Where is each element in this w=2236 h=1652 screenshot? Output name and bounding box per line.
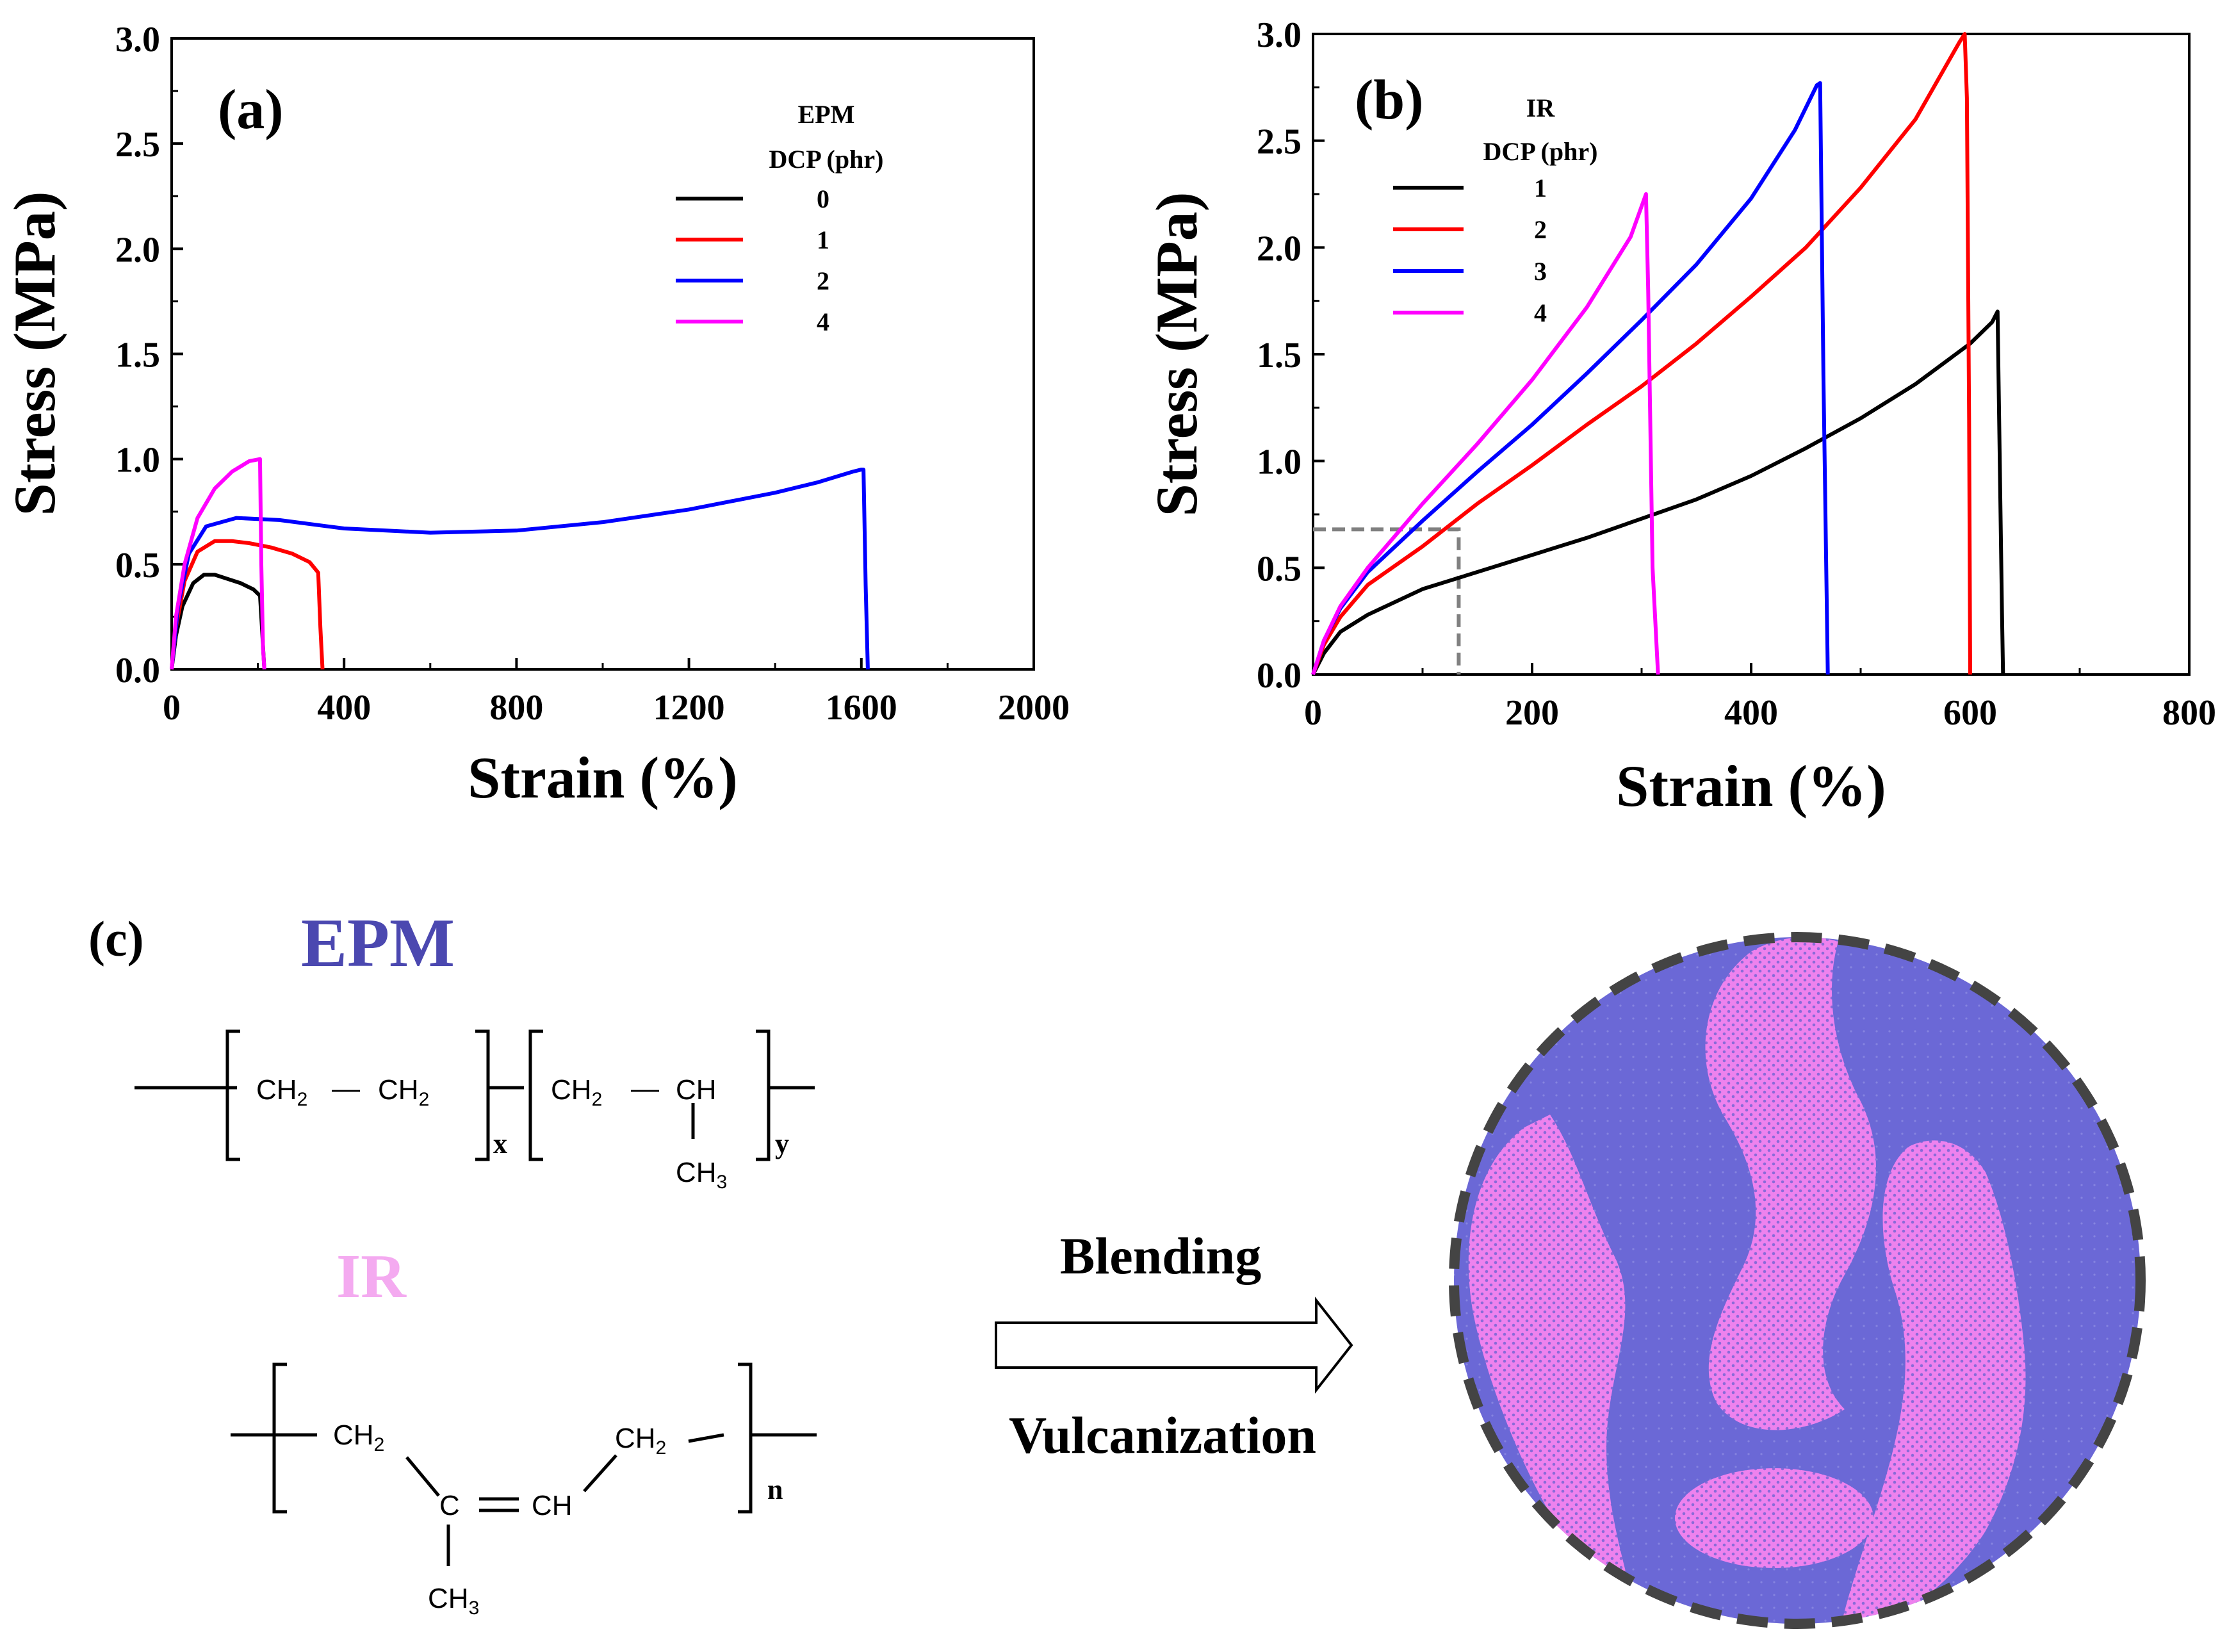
panel-label-b: (b)	[1355, 69, 1424, 131]
y-tick-label: 1.0	[1257, 443, 1302, 482]
scheme-c: (c) EPM IR CH2 — CH2 x CH2 — CH CH3 y	[88, 905, 2146, 1629]
epm-ch2-c: CH2	[551, 1074, 602, 1110]
y-tick-label: 2.5	[1257, 122, 1302, 162]
x-tick-label: 0	[163, 688, 181, 728]
y-tick-label: 0.5	[1257, 549, 1302, 589]
y-tick-label: 0.0	[115, 651, 160, 691]
ir-formula-text: CH2 C CH CH2 CH3 n	[333, 1419, 783, 1619]
legend-label-4: 4	[817, 307, 829, 336]
y-tick-label: 1.5	[115, 336, 160, 375]
x-tick-label: 800	[489, 688, 543, 728]
legend-title-b-2: DCP (phr)	[1483, 137, 1598, 166]
reference-line	[1313, 527, 1461, 675]
x-tick-label: 800	[2162, 693, 2216, 733]
x-tick-label: 1200	[653, 688, 725, 728]
y-tick-label: 0.0	[1257, 656, 1302, 696]
series-line-2	[170, 468, 870, 670]
x-tick-label: 400	[1724, 693, 1778, 733]
series-line-1	[1311, 309, 2005, 676]
x-axis-label-b: Strain (%)	[1616, 753, 1886, 819]
y-tick-label: 0.5	[115, 546, 160, 585]
ir-ch: CH	[532, 1490, 573, 1521]
x-axis-label-a: Strain (%)	[468, 745, 738, 810]
y-axis-label-a: Stress (MPa)	[2, 192, 67, 516]
y-tick-label: 3.0	[115, 20, 160, 60]
ir-structure	[231, 1362, 817, 1566]
y-tick-label: 3.0	[1257, 15, 1302, 55]
epm-ch2-b: CH2	[378, 1074, 429, 1110]
epm-ch2-a: CH2	[256, 1074, 307, 1110]
legend-label-1: 1	[817, 225, 829, 254]
epm-formula-text: CH2 — CH2 x CH2 — CH CH3 y	[256, 1073, 789, 1193]
y-axis-label-b: Stress (MPa)	[1144, 192, 1209, 517]
epm-ch3: CH3	[676, 1157, 727, 1193]
epm-dash-2: —	[631, 1073, 659, 1104]
x-tick-label: 1600	[826, 688, 897, 728]
panel-label-c: (c)	[88, 911, 144, 967]
legend-label-0: 0	[817, 184, 829, 213]
x-tick-label: 600	[1943, 693, 1997, 733]
y-tick-label: 1.5	[1257, 336, 1302, 375]
epm-ch: CH	[676, 1074, 717, 1106]
legend-label-4: 4	[1534, 299, 1547, 327]
chart-a: 0 400 800 1200 1600 2000 0.0 0.5 1.0 1.5 2.0 2.5 3.0…	[2, 20, 1070, 810]
series-line-0	[170, 573, 266, 670]
series-line-4	[1311, 192, 1660, 675]
series-line-3	[1311, 81, 1830, 675]
epm-sub-y: y	[775, 1128, 789, 1159]
blend-morphology-icon	[1449, 932, 2146, 1629]
ir-ch2-right: CH2	[615, 1423, 666, 1459]
vulcanization-label: Vulcanization	[1009, 1406, 1316, 1464]
x-tick-label: 200	[1505, 693, 1559, 733]
epm-structure	[135, 1029, 815, 1161]
ir-ch3: CH3	[428, 1583, 479, 1619]
legend-title-b-1: IR	[1526, 94, 1556, 122]
series-line-2	[1311, 32, 1972, 676]
epm-dash-1: —	[332, 1073, 360, 1104]
y-tick-label: 2.0	[1257, 229, 1302, 268]
ir-sub-n: n	[767, 1474, 783, 1505]
x-tick-label: 400	[317, 688, 371, 728]
epm-sub-x: x	[493, 1128, 507, 1159]
legend-label-2: 2	[1534, 215, 1547, 244]
legend-title-a-1: EPM	[798, 100, 855, 129]
panel-label-a: (a)	[218, 79, 284, 141]
series-line-1	[170, 539, 325, 670]
ir-c: C	[439, 1490, 460, 1521]
legend-label-1: 1	[1534, 174, 1547, 202]
y-tick-label: 1.0	[115, 441, 160, 480]
blending-label: Blending	[1060, 1227, 1261, 1285]
x-tick-label: 2000	[998, 688, 1070, 728]
process-arrow-icon	[995, 1296, 1353, 1394]
legend-label-2: 2	[817, 266, 829, 295]
series-line-4	[170, 457, 266, 670]
epm-title: EPM	[301, 905, 455, 981]
x-tick-label: 0	[1304, 693, 1322, 733]
chart-b: 0 200 400 600 800 0.0 0.5 1.0 1.5 2.0 2.5 3.0 (b) I…	[1144, 15, 2216, 819]
plot-frame-a	[170, 37, 1035, 671]
ir-ch2-left: CH2	[333, 1419, 384, 1455]
plot-frame-b	[1312, 33, 2191, 676]
legend-label-3: 3	[1534, 257, 1547, 286]
ir-title: IR	[336, 1242, 407, 1311]
y-tick-label: 2.0	[115, 230, 160, 270]
y-tick-label: 2.5	[115, 125, 160, 165]
legend-title-a-2: DCP (phr)	[769, 145, 884, 174]
